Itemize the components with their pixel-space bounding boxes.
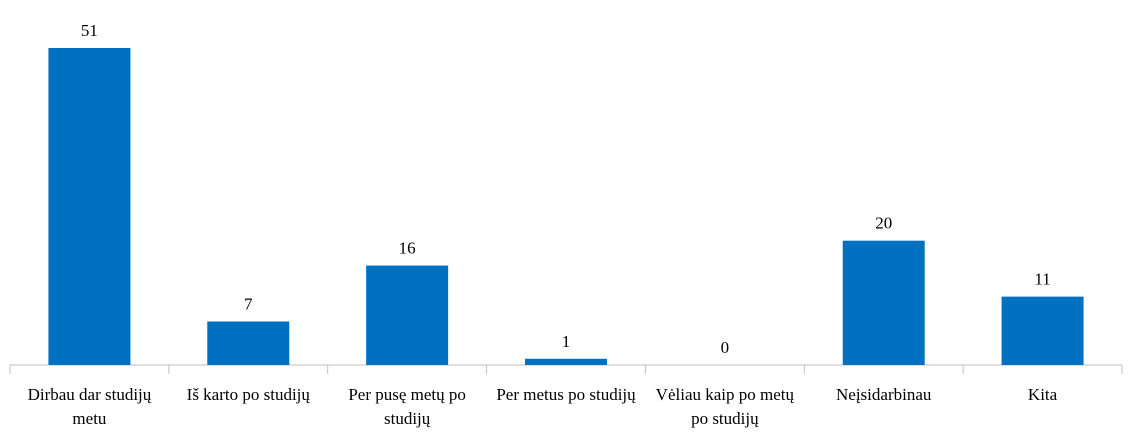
x-tick-label: Per pusę metų po studijų bbox=[348, 385, 466, 428]
x-tick-label: Per metus po studijų bbox=[496, 385, 636, 404]
bar bbox=[366, 265, 449, 365]
value-label: 7 bbox=[244, 294, 253, 313]
value-label: 51 bbox=[81, 21, 98, 40]
bar bbox=[842, 240, 925, 365]
x-tick-label: Vėliau kaip po metų po studijų bbox=[655, 385, 794, 428]
bar bbox=[48, 48, 131, 365]
bar bbox=[1001, 296, 1084, 365]
value-label: 16 bbox=[399, 239, 416, 258]
x-tick-label: Neįsidarbinau bbox=[836, 385, 932, 404]
x-tick-label: Kita bbox=[1027, 385, 1058, 404]
value-label: 0 bbox=[721, 338, 730, 357]
bar bbox=[525, 358, 607, 365]
value-label: 11 bbox=[1034, 270, 1050, 289]
value-label: 20 bbox=[875, 214, 892, 233]
x-tick-label: Dirbau dar studijų metu bbox=[27, 385, 152, 428]
bar bbox=[207, 321, 290, 365]
value-label: 1 bbox=[562, 332, 571, 351]
x-tick-label: Iš karto po studijų bbox=[186, 385, 310, 404]
